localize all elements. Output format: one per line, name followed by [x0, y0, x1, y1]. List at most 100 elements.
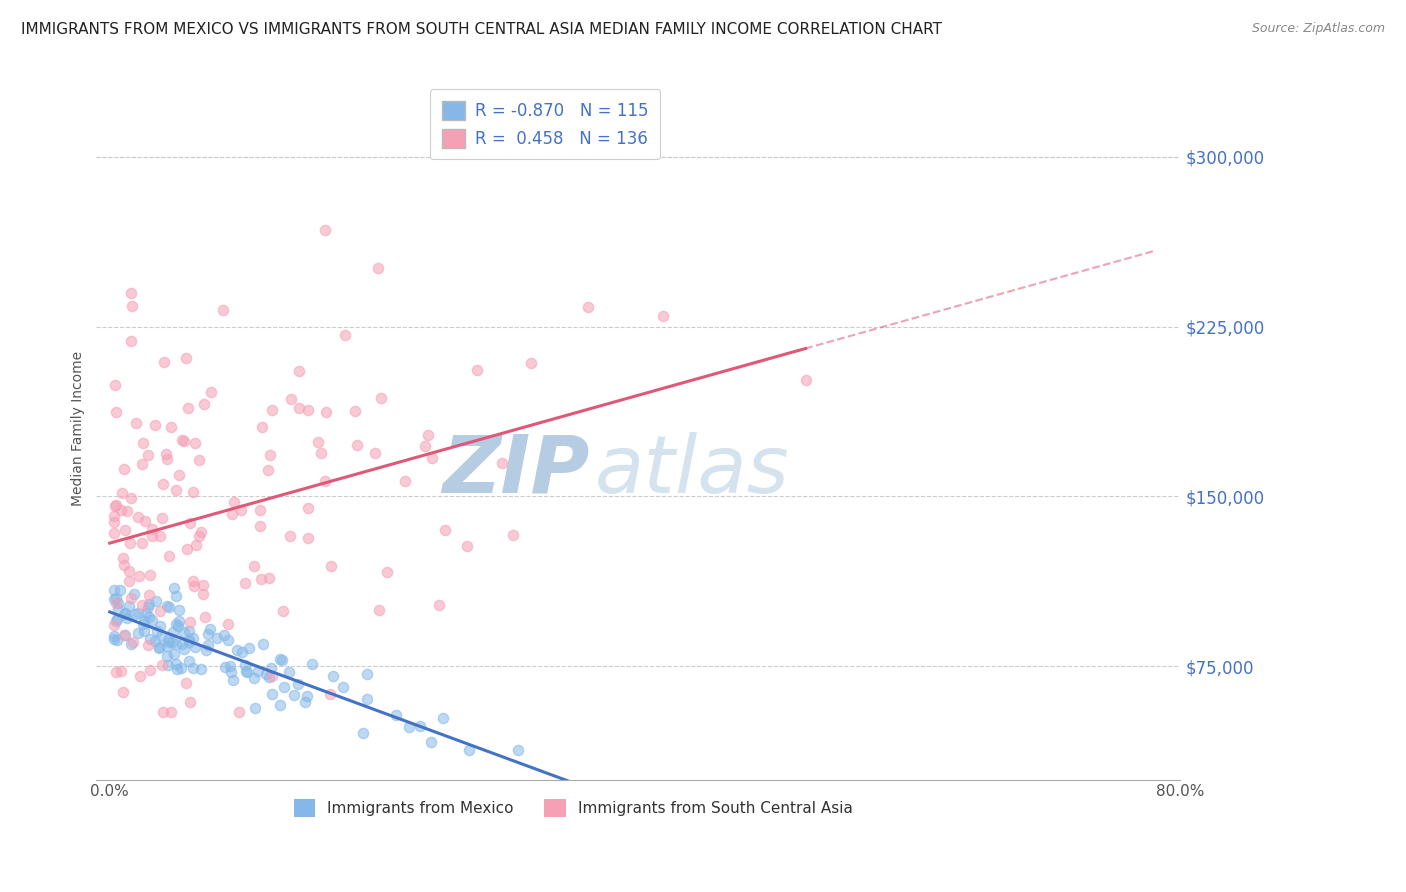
Point	[188, 452, 211, 467]
Point	[214, 628, 236, 642]
Point	[135, 606, 157, 620]
Point	[179, 695, 201, 709]
Point	[104, 499, 127, 513]
Point	[148, 640, 170, 655]
Point	[262, 669, 284, 683]
Point	[143, 634, 166, 648]
Point	[167, 602, 190, 616]
Point	[297, 532, 319, 546]
Point	[150, 511, 173, 525]
Text: ZIP: ZIP	[443, 432, 589, 509]
Point	[118, 564, 141, 578]
Point	[170, 661, 193, 675]
Point	[236, 665, 259, 679]
Point	[157, 658, 180, 673]
Point	[280, 392, 302, 407]
Point	[139, 632, 162, 646]
Point	[433, 523, 456, 537]
Point	[104, 596, 127, 610]
Point	[409, 719, 432, 733]
Point	[194, 643, 217, 657]
Point	[173, 642, 195, 657]
Point	[128, 569, 150, 583]
Point	[287, 677, 309, 691]
Point	[163, 647, 186, 661]
Point	[221, 508, 243, 522]
Text: IMMIGRANTS FROM MEXICO VS IMMIGRANTS FROM SOUTH CENTRAL ASIA MEDIAN FAMILY INCOM: IMMIGRANTS FROM MEXICO VS IMMIGRANTS FRO…	[21, 22, 942, 37]
Point	[217, 617, 239, 632]
Point	[190, 662, 212, 676]
Point	[319, 558, 342, 573]
Point	[243, 558, 266, 573]
Legend: Immigrants from Mexico, Immigrants from South Central Asia: Immigrants from Mexico, Immigrants from …	[285, 792, 860, 824]
Point	[259, 571, 281, 585]
Point	[181, 632, 204, 646]
Point	[148, 640, 170, 654]
Point	[141, 529, 163, 543]
Point	[233, 657, 256, 672]
Point	[118, 574, 141, 588]
Point	[398, 720, 420, 734]
Point	[184, 436, 207, 450]
Text: Source: ZipAtlas.com: Source: ZipAtlas.com	[1251, 22, 1385, 36]
Point	[179, 632, 201, 647]
Point	[145, 417, 167, 432]
Point	[576, 301, 599, 315]
Point	[249, 503, 271, 517]
Point	[352, 726, 374, 740]
Point	[295, 689, 318, 703]
Point	[179, 615, 201, 630]
Point	[139, 663, 162, 677]
Point	[150, 630, 173, 644]
Point	[165, 483, 187, 497]
Point	[120, 591, 142, 605]
Point	[105, 665, 128, 679]
Point	[307, 434, 329, 449]
Point	[170, 433, 193, 447]
Point	[114, 523, 136, 537]
Point	[273, 680, 295, 694]
Point	[120, 491, 142, 505]
Point	[132, 617, 155, 632]
Point	[136, 599, 159, 614]
Point	[207, 631, 229, 645]
Point	[233, 576, 256, 591]
Point	[288, 401, 311, 416]
Point	[332, 680, 354, 694]
Point	[177, 654, 200, 668]
Point	[166, 662, 188, 676]
Point	[297, 501, 319, 516]
Point	[131, 457, 153, 471]
Point	[249, 519, 271, 533]
Point	[129, 669, 152, 683]
Point	[141, 613, 163, 627]
Point	[120, 286, 142, 301]
Point	[200, 385, 222, 400]
Point	[131, 536, 153, 550]
Point	[165, 589, 187, 603]
Point	[105, 405, 128, 419]
Point	[231, 645, 253, 659]
Point	[114, 628, 136, 642]
Point	[120, 334, 142, 349]
Point	[508, 743, 530, 757]
Point	[301, 657, 323, 672]
Point	[235, 664, 257, 678]
Point	[103, 515, 125, 529]
Point	[271, 653, 294, 667]
Point	[212, 302, 235, 317]
Point	[160, 705, 183, 719]
Point	[427, 598, 450, 612]
Point	[103, 632, 125, 646]
Point	[385, 707, 408, 722]
Point	[243, 701, 266, 715]
Point	[366, 260, 388, 275]
Point	[167, 614, 190, 628]
Point	[278, 529, 301, 543]
Point	[173, 624, 195, 639]
Point	[138, 588, 160, 602]
Point	[179, 516, 201, 530]
Point	[197, 626, 219, 640]
Point	[157, 549, 180, 564]
Point	[256, 667, 278, 681]
